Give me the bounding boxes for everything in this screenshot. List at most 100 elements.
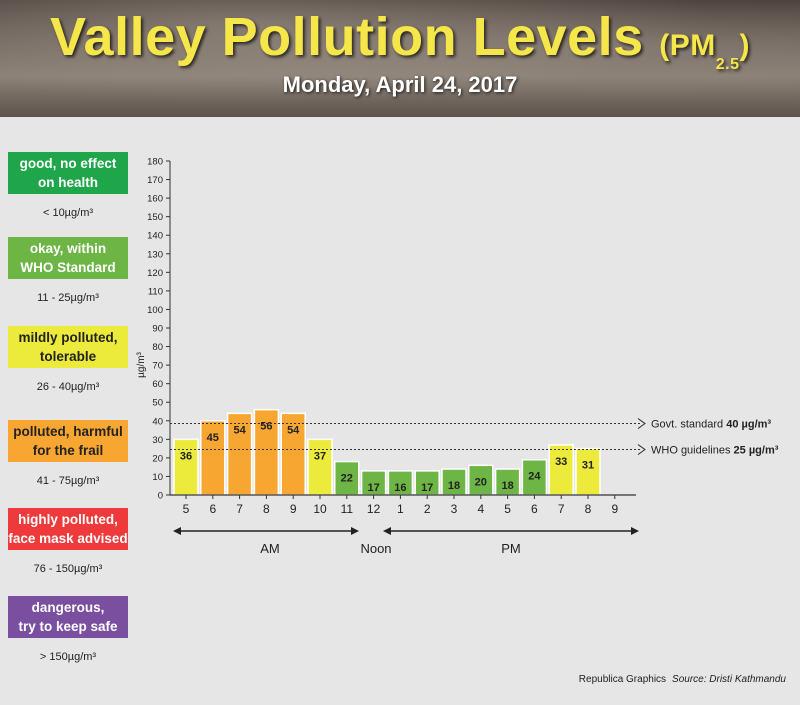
bar <box>521 458 548 496</box>
legend-range-1: 11 - 25µg/m³ <box>37 292 99 304</box>
y-tick-label: 30 <box>152 435 163 446</box>
y-tick-label: 140 <box>147 231 163 242</box>
source: Source: Dristi Kathmandu <box>672 674 786 685</box>
legend-label-line2: tolerable <box>39 349 97 364</box>
legend-label: highly polluted, face mask advised <box>8 510 127 548</box>
legend-label-line1: dangerous, <box>31 600 105 615</box>
x-tick-label: 6 <box>531 502 538 516</box>
y-tick-label: 10 <box>152 472 163 483</box>
bar <box>360 470 387 496</box>
x-tick-label: 10 <box>313 502 327 516</box>
title-pm-close: ) <box>739 29 750 62</box>
bar-label: 18 <box>448 480 460 492</box>
footer: Republica Graphics Source: Dristi Kathman… <box>579 674 786 685</box>
reference-arrow <box>637 418 646 429</box>
x-tick-label: 7 <box>558 502 565 516</box>
legend-label-line1: good, no effect <box>19 156 117 171</box>
x-tick-label: 1 <box>397 502 404 516</box>
legend-box-5: dangerous, try to keep safe <box>8 596 128 638</box>
am-arrow-right <box>351 527 359 535</box>
y-tick-label: 160 <box>147 194 163 205</box>
x-tick-label: 8 <box>263 502 270 516</box>
credit: Republica Graphics <box>578 674 667 685</box>
x-tick-label: 6 <box>209 502 216 516</box>
bar <box>575 447 601 496</box>
x-tick-label: 2 <box>424 502 431 516</box>
legend-range-3: 41 - 75µg/m³ <box>36 475 100 487</box>
bar <box>200 420 226 496</box>
legend-label-line1: highly polluted, <box>18 512 118 527</box>
bar-label: 31 <box>582 460 594 472</box>
bar-label: 54 <box>287 424 300 436</box>
bar-label: 22 <box>341 473 353 485</box>
title-pm-text: (PM <box>659 29 716 62</box>
pm-label: PM <box>501 541 521 556</box>
bar-label: 17 <box>367 482 379 494</box>
noon-label: Noon <box>360 541 391 556</box>
bar-label: 18 <box>501 480 513 492</box>
legend-box-3: polluted, harmful for the frail <box>8 420 128 462</box>
x-tick-label: 7 <box>236 502 243 516</box>
legend-range-0: < 10µg/m³ <box>42 207 94 219</box>
bar-label: 36 <box>180 450 192 462</box>
legend-box-0: good, no effect on health <box>8 152 128 194</box>
legend-label-line1: okay, within <box>29 241 107 256</box>
bar-label: 56 <box>260 421 272 433</box>
legend-label-line2: face mask advised <box>8 531 128 546</box>
bar-label: 37 <box>314 450 326 462</box>
reference-value: 25 µg/m³ <box>734 445 779 457</box>
pm-arrow-right <box>631 527 639 535</box>
legend-label-line1: polluted, harmful <box>13 424 123 439</box>
y-tick-label: 40 <box>152 416 163 427</box>
legend-label-line2: try to keep safe <box>18 619 118 634</box>
y-tick-label: 90 <box>152 324 163 335</box>
x-tick-label: 5 <box>183 502 190 516</box>
y-tick-label: 80 <box>152 342 163 353</box>
title-text: Valley Pollution Levels <box>50 7 644 67</box>
pm-arrow-left <box>383 527 391 535</box>
y-tick-label: 0 <box>158 491 163 502</box>
am-arrow-left <box>173 527 181 535</box>
y-tick-label: 150 <box>147 212 163 223</box>
legend-label: okay, within WHO Standard <box>20 239 115 277</box>
bar-label: 54 <box>233 424 246 436</box>
y-tick-label: 110 <box>148 286 163 297</box>
bar-label: 24 <box>528 471 541 483</box>
x-tick-label: 9 <box>611 502 618 516</box>
y-axis-label: µg/m³ <box>136 351 147 377</box>
title-pm: (PM2.5) <box>659 29 750 73</box>
bar <box>173 438 199 496</box>
x-tick-label: 9 <box>290 502 297 516</box>
legend-label-line1: mildly polluted, <box>18 330 118 345</box>
x-tick-label: 12 <box>367 502 381 516</box>
y-tick-label: 120 <box>147 268 163 279</box>
header-banner: Valley Pollution Levels (PM2.5) Monday, … <box>0 0 800 117</box>
y-tick-label: 20 <box>152 453 163 464</box>
x-tick-label: 4 <box>477 502 484 516</box>
bar-label: 17 <box>421 482 433 494</box>
reference-label: WHO guidelines 25 µg/m³ <box>651 445 779 457</box>
bar-label: 33 <box>555 456 567 468</box>
bar <box>307 438 333 496</box>
x-tick-label: 8 <box>585 502 592 516</box>
legend-range-4: 76 - 150µg/m³ <box>33 563 103 575</box>
bar-label: 45 <box>207 432 219 444</box>
legend-label: dangerous, try to keep safe <box>18 598 117 636</box>
reference-label: Govt. standard 40 µg/m³ <box>651 419 771 431</box>
bar-label: 20 <box>475 476 487 488</box>
bar-label: 16 <box>394 482 406 494</box>
y-tick-label: 100 <box>147 305 163 316</box>
title-pm-subscript: 2.5 <box>715 56 740 73</box>
am-label: AM <box>260 541 280 556</box>
page-title: Valley Pollution Levels (PM2.5) <box>0 6 800 74</box>
bar <box>494 468 521 496</box>
y-tick-label: 130 <box>147 249 163 260</box>
legend-label: mildly polluted, tolerable <box>18 328 117 366</box>
bar <box>280 412 306 496</box>
bar <box>548 444 574 496</box>
legend-box-2: mildly polluted, tolerable <box>8 326 128 368</box>
x-tick-label: 11 <box>341 502 354 516</box>
header-background <box>0 0 800 117</box>
legend-box-1: okay, within WHO Standard <box>8 237 128 279</box>
